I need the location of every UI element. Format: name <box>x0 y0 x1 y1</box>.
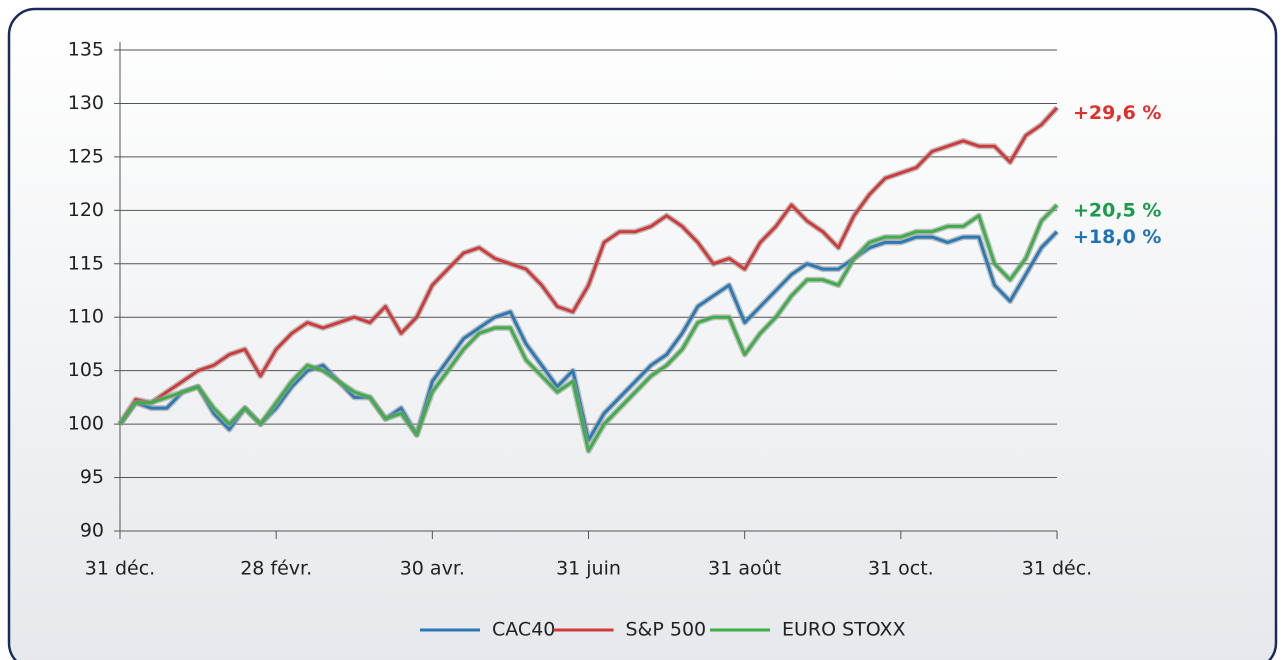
y-tick-label: 90 <box>80 520 104 542</box>
y-tick-label: 100 <box>68 413 104 435</box>
y-tick-label: 130 <box>68 92 104 114</box>
legend-label: S&P 500 <box>626 619 707 641</box>
x-tick-label: 28 févr. <box>240 558 312 580</box>
x-tick-label: 31 oct. <box>868 558 934 580</box>
x-tick-label: 31 déc. <box>85 558 155 580</box>
x-tick-label: 31 juin <box>556 558 621 580</box>
end-label: +20,5 % <box>1073 199 1161 221</box>
legend-label: EURO STOXX <box>782 619 906 641</box>
series-line <box>118 203 1059 453</box>
legend-label: CAC40 <box>492 619 555 641</box>
y-tick-label: 120 <box>68 199 104 221</box>
end-label: +18,0 % <box>1073 226 1161 248</box>
y-tick-label: 125 <box>68 145 104 167</box>
frame <box>7 7 1278 660</box>
y-tick-label: 110 <box>68 306 104 328</box>
x-tick-label: 30 avr. <box>400 558 465 580</box>
series-line <box>118 106 1059 425</box>
y-tick-label: 115 <box>68 252 104 274</box>
y-tick-label: 105 <box>68 359 104 381</box>
y-tick-label: 135 <box>68 39 104 61</box>
x-tick-label: 31 déc. <box>1022 558 1092 580</box>
y-tick-label: 95 <box>80 466 104 488</box>
x-tick-label: 31 août <box>708 558 781 580</box>
end-label: +29,6 % <box>1073 102 1161 124</box>
